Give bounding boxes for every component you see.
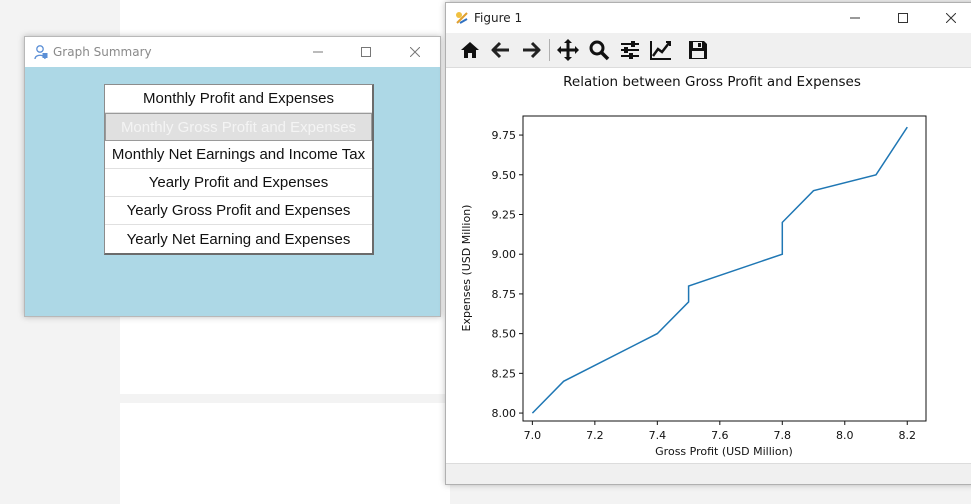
home-icon	[461, 42, 479, 58]
chart-title: Relation between Gross Profit and Expens…	[563, 74, 861, 90]
y-tick-label: 9.00	[492, 248, 517, 261]
plot-canvas[interactable]: Relation between Gross Profit and Expens…	[446, 67, 971, 465]
figure-titlebar[interactable]: Figure 1	[446, 3, 971, 33]
background-panel-bottom	[120, 403, 450, 504]
matplotlib-icon	[456, 12, 468, 24]
figure-toolbar	[446, 33, 971, 68]
y-tick-label: 8.00	[492, 407, 517, 420]
minimize-icon	[850, 17, 860, 19]
close-button[interactable]	[392, 37, 438, 67]
forward-button[interactable]	[518, 37, 544, 63]
x-tick-label: 7.2	[586, 429, 604, 442]
close-button[interactable]	[928, 3, 971, 33]
zoom-icon	[589, 40, 610, 61]
window-title: Graph Summary	[53, 45, 152, 59]
x-tick-label: 7.8	[774, 429, 792, 442]
series-line	[531, 126, 908, 414]
x-tick-label: 7.0	[524, 429, 542, 442]
minimize-icon	[313, 51, 323, 53]
subplots-icon	[621, 41, 639, 59]
forward-arrow-icon	[523, 41, 541, 59]
status-bar	[446, 463, 971, 484]
graph-summary-titlebar[interactable]: Graph Summary	[25, 37, 440, 67]
minimize-button[interactable]	[832, 3, 878, 33]
app-icon	[34, 45, 48, 60]
save-icon	[689, 41, 707, 59]
edit-axis-icon	[650, 41, 671, 60]
back-arrow-icon	[491, 41, 509, 59]
window-title: Figure 1	[474, 11, 523, 25]
subplots-button[interactable]	[617, 37, 643, 63]
back-button[interactable]	[488, 37, 514, 63]
y-tick-label: 9.75	[492, 129, 517, 142]
y-tick-label: 8.50	[492, 328, 517, 341]
pan-icon	[557, 39, 579, 61]
edit-axis-button[interactable]	[648, 37, 674, 63]
x-tick-label: 7.6	[711, 429, 729, 442]
graph-button-list: Monthly Profit and Expenses Monthly Gros…	[104, 84, 374, 255]
figure-window: Figure 1	[445, 2, 971, 485]
close-icon	[410, 47, 420, 57]
minimize-button[interactable]	[295, 37, 341, 67]
monthly-gross-profit-expenses-button[interactable]: Monthly Gross Profit and Expenses	[105, 113, 372, 141]
yearly-profit-expenses-button[interactable]: Yearly Profit and Expenses	[105, 169, 372, 197]
graph-summary-window: Graph Summary Monthly Profit and Expense…	[24, 36, 441, 317]
close-icon	[946, 13, 956, 23]
monthly-net-earnings-income-tax-button[interactable]: Monthly Net Earnings and Income Tax	[105, 141, 372, 169]
y-tick-label: 8.25	[492, 367, 517, 380]
axes-frame	[522, 115, 927, 422]
monthly-profit-expenses-button[interactable]: Monthly Profit and Expenses	[105, 85, 372, 113]
maximize-icon	[898, 13, 908, 23]
zoom-button[interactable]	[586, 37, 612, 63]
x-tick-label: 8.0	[836, 429, 854, 442]
yearly-gross-profit-expenses-button[interactable]: Yearly Gross Profit and Expenses	[105, 197, 372, 225]
y-tick-label: 8.75	[492, 288, 517, 301]
y-tick-label: 9.25	[492, 208, 517, 221]
maximize-button[interactable]	[880, 3, 926, 33]
x-axis-label: Gross Profit (USD Million)	[655, 445, 793, 458]
maximize-icon	[361, 47, 371, 57]
x-tick-label: 8.2	[899, 429, 917, 442]
save-button[interactable]	[685, 37, 711, 63]
y-axis-label: Expenses (USD Million)	[460, 205, 473, 332]
toolbar-separator	[549, 39, 550, 61]
x-tick-label: 7.4	[649, 429, 667, 442]
home-button[interactable]	[457, 37, 483, 63]
maximize-button[interactable]	[343, 37, 389, 67]
yearly-net-earning-expenses-button[interactable]: Yearly Net Earning and Expenses	[105, 225, 372, 253]
y-tick-label: 9.50	[492, 169, 517, 182]
pan-button[interactable]	[555, 37, 581, 63]
